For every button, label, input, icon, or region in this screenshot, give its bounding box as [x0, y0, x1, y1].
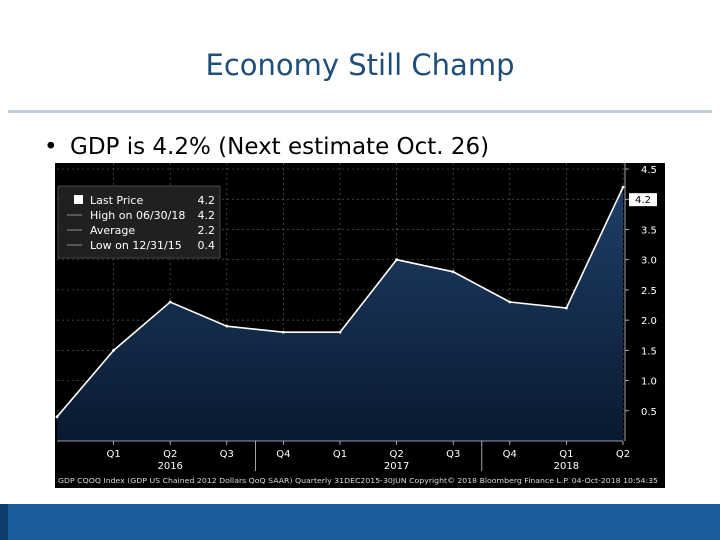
y-tick-label: 0.5	[641, 407, 657, 418]
last-value-tag	[629, 193, 657, 207]
y-tick-label: 3.5	[641, 225, 657, 236]
legend-value: 0.4	[198, 239, 216, 252]
bottom-band	[0, 504, 720, 540]
data-point	[621, 185, 625, 189]
legend-swatch-last-price	[74, 195, 83, 204]
legend-label: Average	[90, 224, 135, 237]
x-tick-label: Q2	[389, 449, 403, 460]
data-point	[508, 300, 512, 304]
x-year-label: 2016	[157, 461, 182, 472]
x-tick-label: Q4	[503, 449, 517, 460]
y-tick-label: 1.5	[641, 346, 657, 357]
slide-title: Economy Still Champ	[205, 48, 515, 82]
legend-box: Last Price 4.2 High on 06/30/18 4.2 Average 2…	[57, 185, 221, 259]
data-point	[395, 258, 398, 262]
y-tick-label: 3.0	[641, 256, 657, 267]
title-rule	[8, 110, 712, 113]
y-tick-label: 2.0	[641, 316, 657, 327]
data-point	[55, 415, 59, 419]
legend-label: High on 06/30/18	[90, 209, 185, 222]
legend-label: Last Price	[90, 194, 143, 207]
y-tick-label: 2.5	[641, 286, 657, 297]
y-tick-label: 1.0	[641, 377, 657, 388]
bottom-band-accent	[0, 504, 8, 540]
x-tick-label: Q2	[163, 449, 177, 460]
x-year-label: 2017	[384, 461, 409, 472]
x-tick-label: Q3	[446, 449, 460, 460]
data-point	[225, 324, 229, 328]
legend-label: Low on 12/31/15	[90, 239, 182, 252]
bullet-marker: •	[44, 134, 58, 160]
data-point	[338, 330, 342, 334]
data-point	[112, 348, 115, 352]
legend-value: 2.2	[198, 224, 216, 237]
chart-panel: 0.51.01.52.02.53.03.54.04.5 Q1Q2Q3Q4Q1Q2…	[55, 163, 665, 488]
x-tick-label: Q2	[616, 449, 630, 460]
gdp-chart: 0.51.01.52.02.53.03.54.04.5 Q1Q2Q3Q4Q1Q2…	[55, 163, 665, 488]
x-tick-label: Q1	[559, 449, 573, 460]
data-point	[451, 270, 455, 274]
last-value-tag-text: 4.2	[635, 195, 651, 206]
x-tick-label: Q1	[333, 449, 347, 460]
data-point	[565, 306, 568, 310]
chart-footer: GDP CQOQ Index (GDP US Chained 2012 Doll…	[58, 477, 658, 485]
data-point	[282, 330, 285, 334]
legend-value: 4.2	[198, 209, 216, 222]
legend-value: 4.2	[198, 194, 216, 207]
x-year-label: 2018	[554, 461, 579, 472]
footer-bar	[55, 472, 665, 488]
bullet-row: • GDP is 4.2% (Next estimate Oct. 26)	[44, 134, 489, 160]
x-tick-label: Q1	[106, 449, 120, 460]
bullet-text: GDP is 4.2% (Next estimate Oct. 26)	[70, 134, 490, 160]
series-area-fill	[57, 187, 623, 441]
data-point	[168, 300, 172, 304]
x-tick-label: Q4	[276, 449, 290, 460]
y-tick-label: 4.5	[641, 165, 657, 176]
x-tick-label: Q3	[220, 449, 234, 460]
